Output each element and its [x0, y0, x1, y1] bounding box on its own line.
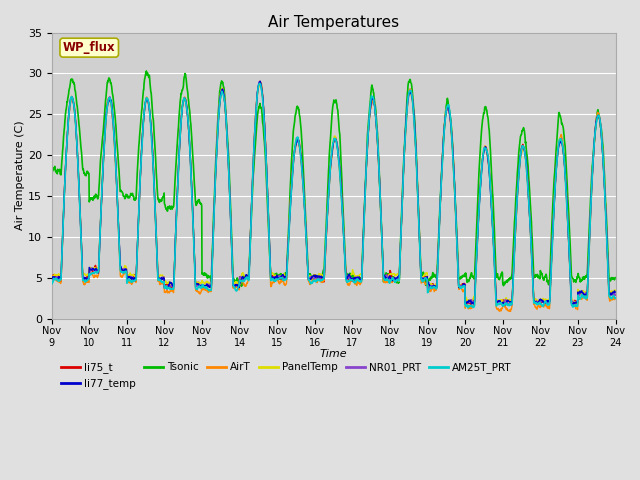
AM25T_PRT	[362, 166, 370, 171]
Title: Air Temperatures: Air Temperatures	[268, 15, 399, 30]
Line: AM25T_PRT: AM25T_PRT	[52, 84, 615, 308]
PanelTemp	[578, 291, 586, 297]
NR01_PRT	[578, 288, 586, 294]
li75_t	[362, 167, 370, 173]
li75_t	[498, 300, 506, 306]
li75_t	[562, 183, 570, 189]
AirT	[48, 273, 56, 279]
Tsonic	[611, 275, 619, 281]
li77_temp	[578, 288, 586, 294]
AM25T_PRT	[464, 305, 472, 311]
li75_t	[611, 292, 619, 298]
Line: li77_temp: li77_temp	[52, 81, 615, 305]
li77_temp	[48, 276, 56, 281]
Tsonic	[562, 158, 570, 164]
li75_t	[578, 292, 586, 298]
li77_temp	[257, 78, 264, 84]
AirT	[497, 306, 505, 312]
Tsonic	[350, 276, 358, 282]
PanelTemp	[611, 288, 619, 293]
li77_temp	[205, 283, 212, 288]
NR01_PRT	[48, 276, 56, 282]
PanelTemp	[257, 81, 264, 87]
li75_t	[205, 283, 212, 288]
AM25T_PRT	[205, 288, 212, 293]
li77_temp	[562, 181, 570, 187]
AirT	[362, 167, 370, 172]
Tsonic	[205, 275, 213, 280]
NR01_PRT	[497, 300, 505, 306]
Tsonic	[578, 277, 586, 283]
li75_t	[48, 274, 56, 279]
Y-axis label: Air Temperature (C): Air Temperature (C)	[15, 121, 25, 230]
Line: NR01_PRT: NR01_PRT	[52, 82, 615, 306]
PanelTemp	[497, 297, 505, 303]
PanelTemp	[562, 179, 570, 184]
Tsonic	[363, 154, 371, 160]
X-axis label: Time: Time	[320, 349, 348, 360]
PanelTemp	[205, 279, 212, 285]
Line: PanelTemp: PanelTemp	[52, 84, 615, 304]
PanelTemp	[500, 301, 508, 307]
AM25T_PRT	[256, 81, 264, 86]
AirT	[562, 185, 570, 191]
AM25T_PRT	[350, 279, 358, 285]
Line: AirT: AirT	[52, 81, 615, 312]
NR01_PRT	[499, 303, 507, 309]
NR01_PRT	[562, 183, 570, 189]
AirT	[507, 309, 515, 314]
Tsonic	[143, 68, 150, 74]
NR01_PRT	[350, 277, 358, 283]
PanelTemp	[362, 167, 370, 172]
Tsonic	[498, 270, 506, 276]
AM25T_PRT	[498, 301, 506, 307]
Tsonic	[237, 283, 245, 289]
AM25T_PRT	[611, 295, 619, 301]
NR01_PRT	[362, 166, 370, 172]
Line: li75_t: li75_t	[52, 83, 615, 305]
NR01_PRT	[255, 79, 263, 84]
Line: Tsonic: Tsonic	[52, 71, 615, 286]
AirT	[350, 278, 358, 284]
li77_temp	[350, 276, 358, 282]
Tsonic	[48, 167, 56, 173]
Text: WP_flux: WP_flux	[63, 41, 116, 54]
AirT	[256, 78, 264, 84]
Legend: li75_t, li77_temp, Tsonic, AirT, PanelTemp, NR01_PRT, AM25T_PRT: li75_t, li77_temp, Tsonic, AirT, PanelTe…	[57, 358, 516, 394]
NR01_PRT	[205, 282, 212, 288]
AM25T_PRT	[48, 280, 56, 286]
li75_t	[350, 277, 358, 283]
AM25T_PRT	[578, 292, 586, 298]
AM25T_PRT	[562, 185, 570, 191]
li77_temp	[611, 289, 619, 295]
AirT	[205, 288, 212, 294]
li75_t	[467, 302, 475, 308]
li77_temp	[501, 302, 509, 308]
li77_temp	[362, 166, 370, 171]
NR01_PRT	[611, 292, 619, 298]
li75_t	[256, 80, 264, 85]
PanelTemp	[350, 271, 358, 277]
AirT	[611, 295, 619, 301]
AirT	[578, 297, 586, 302]
PanelTemp	[48, 276, 56, 281]
li77_temp	[497, 301, 505, 307]
